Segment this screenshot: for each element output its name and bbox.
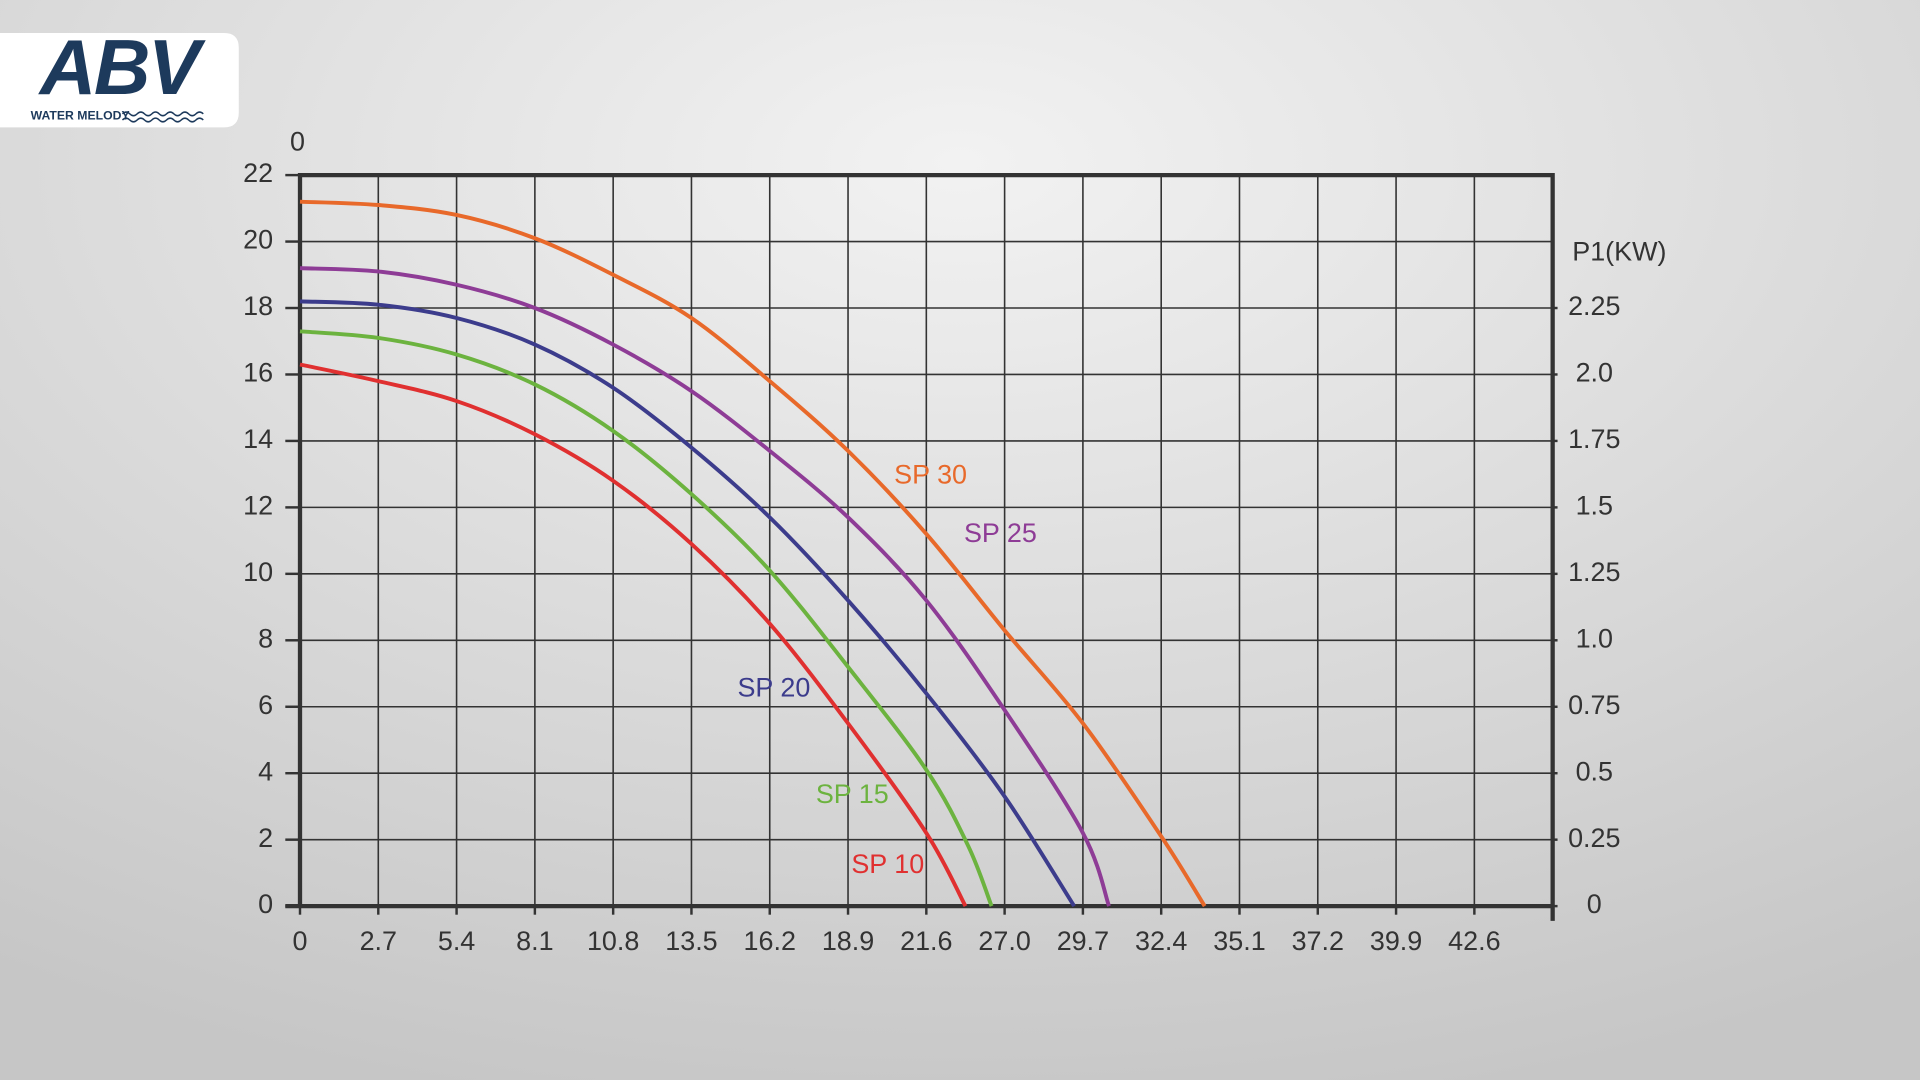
x-tick-label: 2.7 <box>360 926 397 956</box>
series-label: SP 25 <box>964 518 1037 548</box>
x-tick-label: 13.5 <box>665 926 717 956</box>
y-tick-label: 8 <box>258 623 273 653</box>
x-tick-label: 42.6 <box>1448 926 1500 956</box>
y2-tick-label: 2.25 <box>1568 291 1620 321</box>
y2-tick-label: 0 <box>1587 889 1602 919</box>
x-tick-label: 8.1 <box>516 926 553 956</box>
y-tick-label: 22 <box>243 158 273 188</box>
logo-box <box>0 33 239 128</box>
curve <box>299 199 1207 908</box>
series-label: SP 15 <box>816 779 889 809</box>
logo-mark: ABV <box>38 23 206 111</box>
curve <box>299 299 1076 908</box>
x-tick-label: 29.7 <box>1057 926 1109 956</box>
curve <box>299 362 968 908</box>
y2-tick-label: 1.75 <box>1568 424 1620 454</box>
y-tick-label: 10 <box>243 557 273 587</box>
y2-tick-label: 1.0 <box>1576 623 1613 653</box>
x-tick-label: 21.6 <box>900 926 952 956</box>
y-tick-label: 16 <box>243 358 273 388</box>
x-tick-label: 5.4 <box>438 926 475 956</box>
plot-frame <box>297 172 1555 921</box>
curve <box>299 329 994 907</box>
series-label: SP 20 <box>737 672 810 702</box>
y2-tick-label: 0.75 <box>1568 690 1620 720</box>
y-tick-label: 2 <box>258 823 273 853</box>
y2-tick-label: 1.25 <box>1568 557 1620 587</box>
y-axis-label: 0 <box>290 126 305 156</box>
y-tick-label: 4 <box>258 756 273 786</box>
y-tick-label: 18 <box>243 291 273 321</box>
series-label: SP 10 <box>851 849 924 879</box>
x-tick-label: 10.8 <box>587 926 639 956</box>
y-tick-label: 14 <box>243 424 273 454</box>
logo-tagline: WATER MELODY <box>31 109 130 123</box>
x-tick-label: 16.2 <box>744 926 796 956</box>
x-tick-label: 32.4 <box>1135 926 1187 956</box>
y2-tick-label: 2.0 <box>1576 358 1613 388</box>
x-tick-label: 35.1 <box>1213 926 1265 956</box>
x-tick-label: 18.9 <box>822 926 874 956</box>
logo-waves <box>121 111 204 123</box>
x-tick-label: 39.9 <box>1370 926 1422 956</box>
y2-tick-label: 1.5 <box>1576 490 1613 520</box>
curve <box>299 266 1111 907</box>
y-tick-label: 20 <box>243 225 273 255</box>
y-tick-label: 0 <box>258 889 273 919</box>
x-tick-label: 0 <box>293 926 308 956</box>
y2-axis-label: P1(KW) <box>1572 237 1666 267</box>
y2-tick-label: 0.5 <box>1576 756 1613 786</box>
y-tick-label: 12 <box>243 490 273 520</box>
y-tick-label: 6 <box>258 690 273 720</box>
logo: ABV WATER MELODY <box>0 23 239 128</box>
x-tick-label: 27.0 <box>978 926 1030 956</box>
y2-tick-label: 0.25 <box>1568 823 1620 853</box>
series-label: SP 30 <box>894 459 967 489</box>
x-tick-label: 37.2 <box>1292 926 1344 956</box>
